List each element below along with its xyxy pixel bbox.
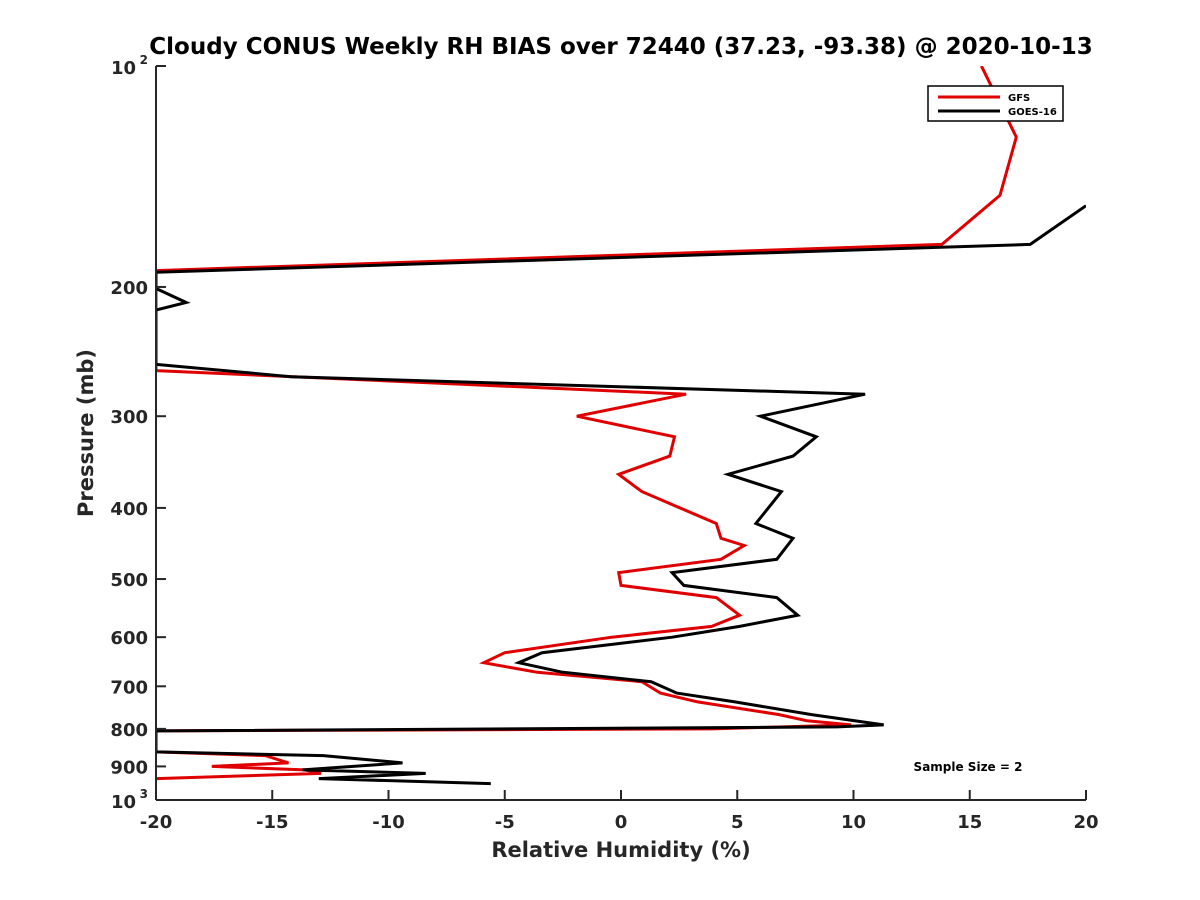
y-tick-label: 300 [110, 407, 148, 428]
x-tick-label: -10 [372, 812, 405, 833]
x-tick-label: 20 [1073, 812, 1098, 833]
y-tick-label: 10 [111, 58, 136, 79]
legend-label-goes-16: GOES-16 [1008, 107, 1057, 118]
y-tick-label: 200 [110, 278, 148, 299]
y-tick-label: 800 [110, 720, 148, 741]
x-tick-label: 0 [615, 812, 628, 833]
legend-label-gfs: GFS [1008, 93, 1030, 104]
legend-box [927, 85, 1064, 122]
series-line-goes-16 [156, 204, 1086, 786]
series-line-gfs [156, 66, 1018, 781]
x-tick-label: -20 [140, 812, 173, 833]
y-tick-label: 400 [110, 499, 148, 520]
sample-size-annotation: Sample Size = 2 [914, 760, 1023, 774]
x-tick-label: -5 [495, 812, 515, 833]
x-tick-label: 5 [731, 812, 744, 833]
y-tick-exponent: 3 [140, 787, 148, 801]
x-tick-label: 10 [841, 812, 866, 833]
y-tick-label: 600 [110, 628, 148, 649]
y-axis-label: Pressure (mb) [74, 349, 98, 517]
x-tick-label: -15 [256, 812, 289, 833]
legend: GFS GOES-16 [927, 85, 1064, 122]
chart-title: Cloudy CONUS Weekly RH BIAS over 72440 (… [149, 34, 1092, 60]
y-tick-exponent: 2 [140, 53, 148, 67]
x-axis-label: Relative Humidity (%) [491, 838, 750, 862]
series-layer [156, 66, 1086, 786]
y-tick-label: 900 [110, 757, 148, 778]
y-tick-label: 500 [110, 570, 148, 591]
axes-layer: -20 -15 -10 -5 0 5 10 15 20 10 2 200 300 400 500 600 700… [110, 53, 1098, 833]
y-tick-label: 10 [111, 792, 136, 813]
y-tick-label: 700 [110, 677, 148, 698]
x-tick-label: 15 [957, 812, 982, 833]
